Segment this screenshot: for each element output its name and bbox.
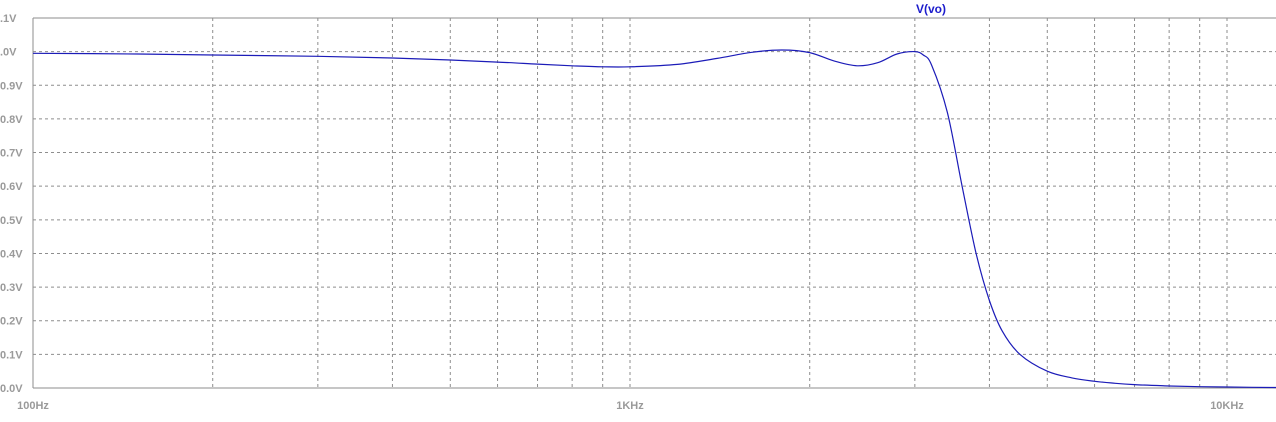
y-tick-label: .1V — [0, 13, 17, 25]
x-tick-label: 10KHz — [1210, 400, 1244, 412]
series-line-v-vo- — [32, 49, 1276, 389]
y-tick-label: 0.7V — [0, 148, 23, 160]
y-tick-label: 0.6V — [0, 181, 23, 193]
y-tick-label: 0.5V — [0, 215, 23, 227]
y-tick-label: 0.1V — [0, 349, 23, 361]
y-tick-label: 0.3V — [0, 282, 23, 294]
legend-entry: V(vo) — [916, 2, 946, 16]
y-tick-label: 0.8V — [0, 114, 23, 126]
y-tick-label: 0.0V — [0, 383, 23, 395]
y-tick-label: 0.2V — [0, 316, 23, 328]
y-tick-label: .0V — [0, 47, 17, 59]
y-tick-label: 0.4V — [0, 248, 23, 260]
x-tick-label: 1KHz — [616, 400, 644, 412]
x-tick-label: 100Hz — [17, 400, 49, 412]
y-tick-label: 0.9V — [0, 80, 23, 92]
